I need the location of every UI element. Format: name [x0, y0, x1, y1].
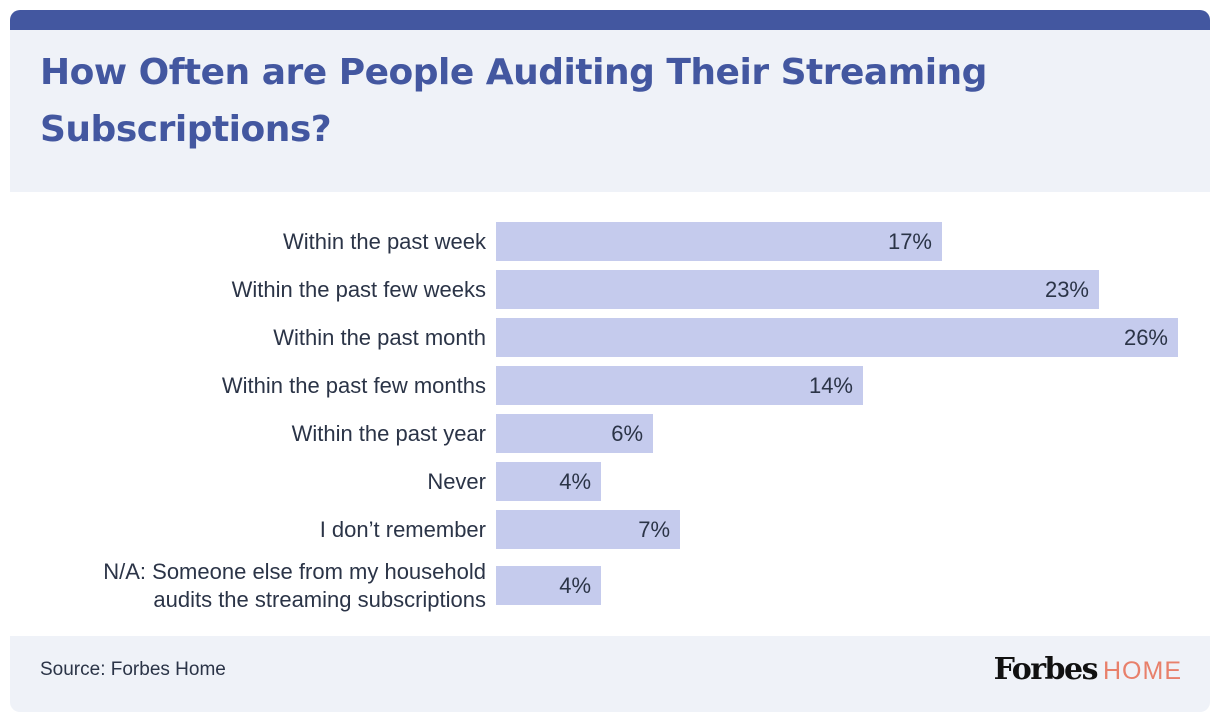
category-label: Within the past year: [292, 420, 486, 448]
footer: Source: Forbes Home Forbes HOME: [10, 636, 1210, 712]
forbes-home-logo: Forbes HOME: [994, 652, 1182, 687]
category-label-line: Within the past few weeks: [231, 276, 486, 302]
bar: [496, 318, 1178, 357]
category-label: Within the past month: [273, 324, 486, 352]
category-label-line: Within the past year: [291, 420, 486, 446]
top-accent-bar: [10, 10, 1210, 30]
category-label-line: audits the streaming subscriptions: [153, 586, 486, 612]
bar: [496, 462, 601, 501]
bar: [496, 222, 942, 261]
category-label-line: Never: [427, 468, 486, 494]
header: [10, 30, 1210, 192]
category-label-line: Within the past week: [283, 228, 486, 254]
category-label: Within the past few weeks: [232, 276, 486, 304]
bar-chart: 17% Within the past week 23% Within the pas…: [10, 192, 1210, 636]
bar-value-label: 4%: [559, 573, 591, 598]
bar-value-label: 23%: [1044, 277, 1089, 302]
category-label: N/A: Someone else from my household audit…: [103, 558, 486, 614]
bar: [496, 414, 653, 453]
category-label: Within the past week: [283, 228, 486, 256]
bar: [496, 366, 863, 405]
category-label-line: Within the past month: [273, 324, 486, 350]
category-label: Within the past few months: [222, 372, 486, 400]
category-label-line: N/A: Someone else from my household: [103, 558, 486, 584]
bar-value-label: 14%: [808, 373, 853, 398]
category-label: I don’t remember: [320, 516, 486, 544]
logo-brand: Forbes: [993, 652, 1099, 687]
category-label: Never: [427, 468, 486, 496]
bar-value-label: 17%: [887, 229, 932, 254]
logo-sub: HOME: [1103, 657, 1182, 685]
bar-value-label: 4%: [559, 469, 591, 494]
bar-value-label: 26%: [1123, 325, 1168, 350]
category-label-line: I don’t remember: [319, 516, 486, 542]
category-label-line: Within the past few months: [221, 372, 486, 398]
infographic-card: How Often are People Auditing Their Stre…: [10, 10, 1210, 712]
bar: [496, 566, 601, 605]
bar-value-label: 7%: [638, 517, 670, 542]
bar: [496, 270, 1099, 309]
source-note: Source: Forbes Home: [40, 659, 226, 680]
bar: [496, 510, 680, 549]
bar-value-label: 6%: [611, 421, 643, 446]
chart-title: How Often are People Auditing Their Stre…: [40, 52, 987, 150]
